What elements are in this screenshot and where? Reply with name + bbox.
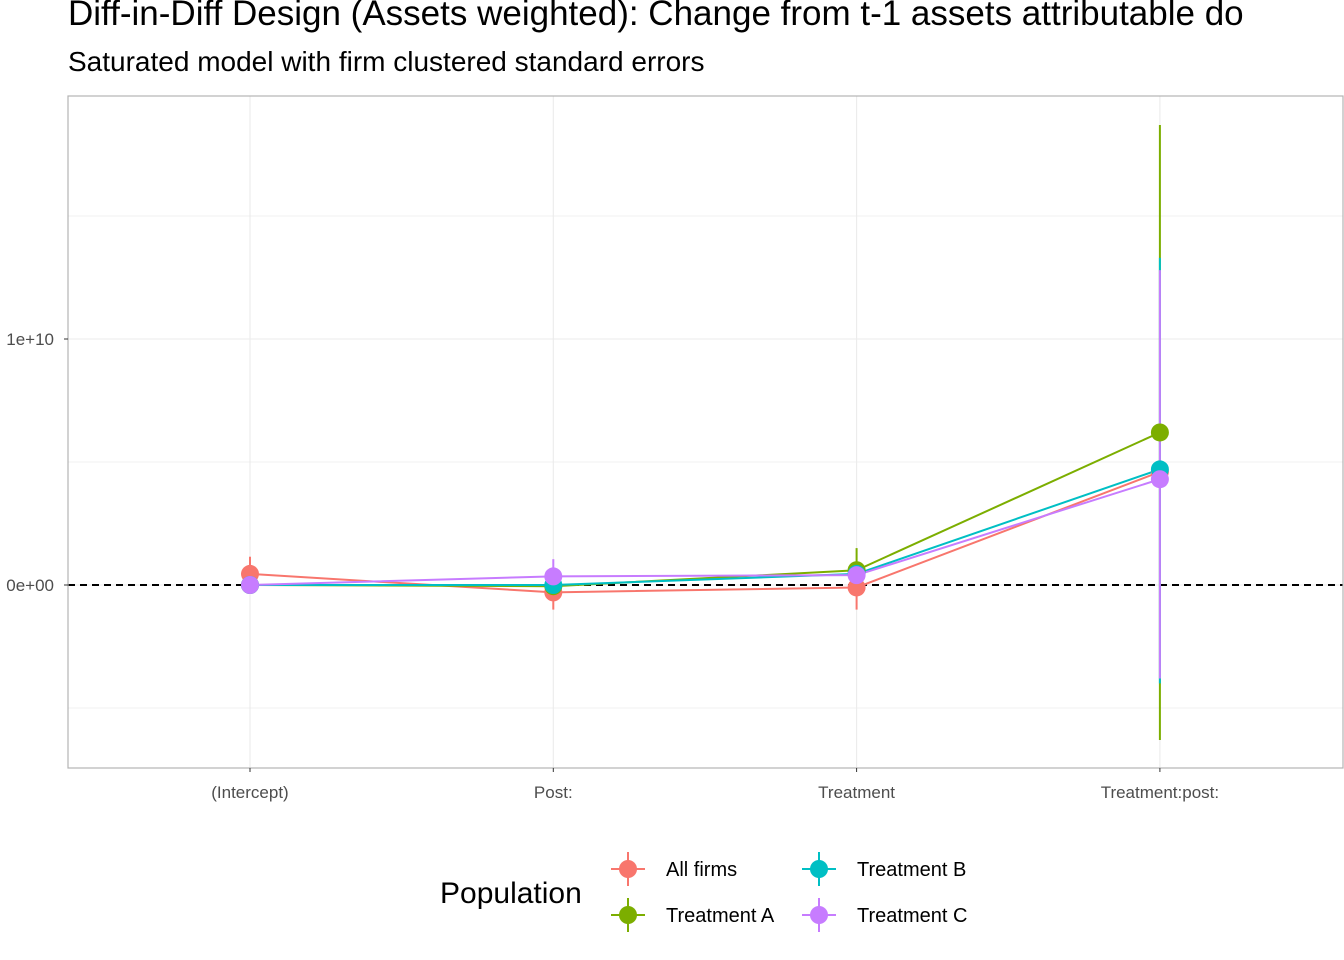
legend-item-treatment-b: Treatment B xyxy=(802,852,966,886)
legend-key-point xyxy=(810,906,828,924)
legend-title: Population xyxy=(440,877,582,910)
panel-border xyxy=(67,95,1344,769)
legend: Population All firms Treatment A Treatment … xyxy=(440,852,967,932)
point-treatment-c xyxy=(1150,470,1169,489)
series-line-all-firms xyxy=(249,470,1161,594)
series-line-treatment-c xyxy=(249,478,1161,586)
legend-key-point xyxy=(619,906,637,924)
legend-item-treatment-a: Treatment A xyxy=(611,898,775,932)
series-line-layer xyxy=(249,431,1161,594)
point-treatment-a xyxy=(1150,423,1169,442)
axis-layer: 0e+00 1e+10 (Intercept) Post: Treatment Treat… xyxy=(6,95,1344,802)
series-line-treatment-b xyxy=(250,468,1161,586)
point-treatment-c xyxy=(544,567,563,586)
y-tick-label: 1e+10 xyxy=(6,330,54,349)
legend-key-point xyxy=(619,860,637,878)
chart-title: Diff-in-Diff Design (Assets weighted): C… xyxy=(68,0,1244,33)
point-layer xyxy=(241,423,1169,602)
legend-key-point xyxy=(810,860,828,878)
x-tick-label: Treatment xyxy=(818,783,895,802)
legend-label: All firms xyxy=(666,859,737,881)
x-tick-label: (Intercept) xyxy=(211,783,288,802)
x-tick-label: Treatment:post: xyxy=(1101,783,1219,802)
series-line-treatment-a xyxy=(249,431,1161,588)
legend-item-all-firms: All firms xyxy=(611,852,737,886)
legend-label: Treatment A xyxy=(666,905,775,927)
point-treatment-c xyxy=(241,576,259,594)
legend-label: Treatment B xyxy=(857,859,966,881)
chart-subtitle: Saturated model with firm clustered stan… xyxy=(68,46,705,77)
grid-layer xyxy=(68,96,1343,768)
point-treatment-c xyxy=(847,566,866,585)
legend-label: Treatment C xyxy=(857,905,967,927)
y-tick-label: 0e+00 xyxy=(6,576,54,595)
errorbar-layer xyxy=(249,124,1161,740)
point-all-firms xyxy=(847,578,866,597)
legend-item-treatment-c: Treatment C xyxy=(802,898,967,932)
x-tick-label: Post: xyxy=(534,783,573,802)
